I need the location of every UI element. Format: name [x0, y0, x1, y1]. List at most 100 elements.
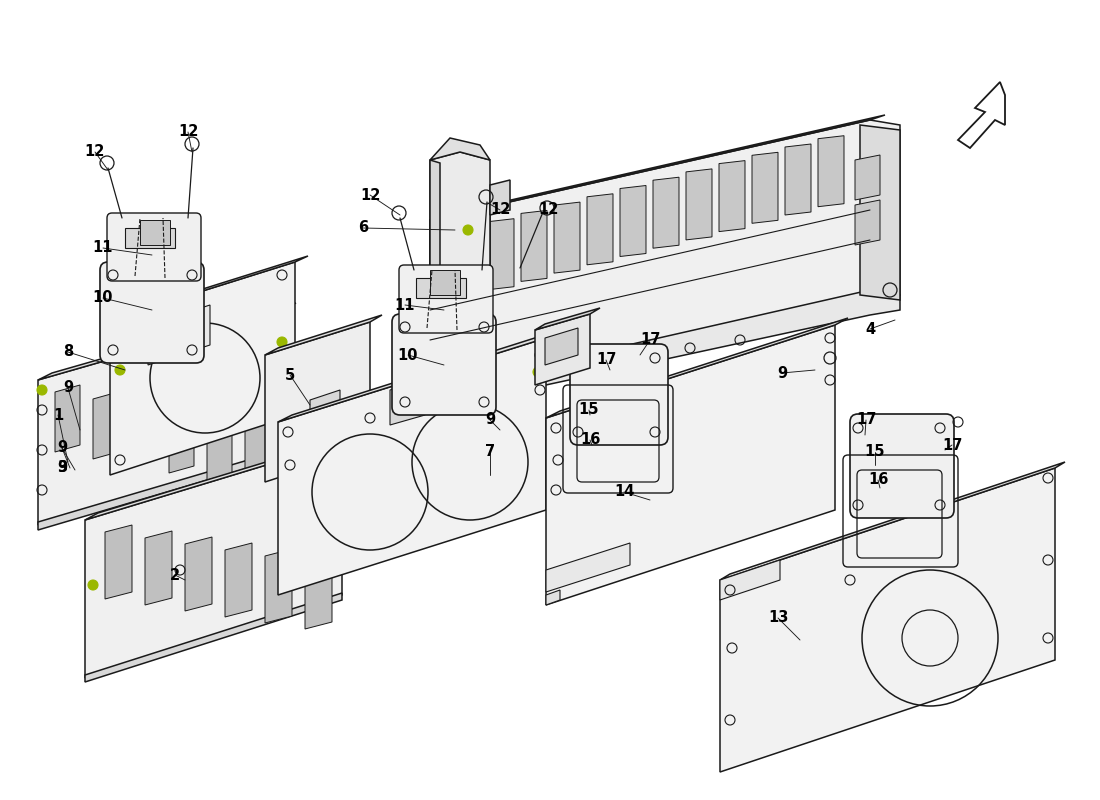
FancyBboxPatch shape [399, 265, 493, 333]
Polygon shape [544, 328, 578, 365]
Text: 10: 10 [92, 290, 113, 306]
Text: 9: 9 [485, 413, 495, 427]
Polygon shape [620, 186, 646, 257]
Text: 4: 4 [865, 322, 876, 337]
Polygon shape [720, 468, 1055, 772]
Polygon shape [265, 315, 382, 355]
Circle shape [88, 580, 98, 590]
Text: 12: 12 [490, 202, 510, 218]
Polygon shape [430, 138, 490, 160]
Text: 17: 17 [640, 333, 660, 347]
Polygon shape [390, 380, 425, 425]
FancyBboxPatch shape [850, 414, 954, 518]
Polygon shape [546, 543, 630, 592]
FancyBboxPatch shape [570, 344, 668, 445]
Polygon shape [455, 227, 481, 298]
Polygon shape [719, 161, 745, 232]
Polygon shape [430, 215, 455, 410]
Text: 14: 14 [614, 485, 635, 499]
Polygon shape [305, 555, 332, 629]
Polygon shape [310, 390, 340, 430]
Text: 12: 12 [178, 125, 198, 139]
FancyBboxPatch shape [392, 314, 496, 415]
Polygon shape [416, 278, 466, 298]
Polygon shape [430, 290, 900, 410]
Text: 15: 15 [579, 402, 600, 418]
Text: 9: 9 [777, 366, 788, 381]
Polygon shape [653, 178, 679, 248]
Text: 9: 9 [63, 381, 73, 395]
Polygon shape [818, 136, 844, 206]
FancyBboxPatch shape [100, 262, 204, 363]
Polygon shape [104, 525, 132, 599]
Polygon shape [720, 462, 1065, 580]
Text: 6: 6 [358, 221, 368, 235]
Polygon shape [39, 310, 282, 525]
Polygon shape [535, 308, 600, 330]
Polygon shape [686, 169, 712, 240]
Text: 16: 16 [868, 473, 888, 487]
Polygon shape [785, 144, 811, 215]
Polygon shape [145, 531, 172, 605]
Polygon shape [855, 200, 880, 245]
Circle shape [116, 365, 125, 375]
Polygon shape [278, 338, 546, 595]
Circle shape [534, 367, 543, 377]
Circle shape [463, 225, 473, 235]
Polygon shape [185, 537, 212, 611]
Circle shape [37, 385, 47, 395]
Text: 11: 11 [92, 241, 113, 255]
Polygon shape [39, 450, 282, 530]
Text: 16: 16 [580, 433, 601, 447]
Text: 17: 17 [596, 353, 616, 367]
Polygon shape [85, 435, 355, 520]
Polygon shape [226, 543, 252, 617]
Polygon shape [488, 218, 514, 290]
Polygon shape [430, 160, 440, 408]
Polygon shape [265, 549, 292, 623]
Polygon shape [39, 303, 296, 380]
Polygon shape [430, 152, 490, 412]
Polygon shape [546, 318, 848, 418]
Polygon shape [430, 120, 900, 400]
Text: 5: 5 [285, 367, 295, 382]
Text: 7: 7 [485, 445, 495, 459]
Circle shape [277, 337, 287, 347]
Polygon shape [125, 228, 175, 248]
Text: 1: 1 [53, 407, 63, 422]
Polygon shape [860, 125, 900, 300]
Text: 12: 12 [360, 187, 381, 202]
Polygon shape [521, 210, 547, 282]
Polygon shape [207, 413, 232, 480]
Polygon shape [535, 314, 590, 385]
Polygon shape [169, 406, 194, 473]
Polygon shape [455, 205, 490, 405]
Polygon shape [490, 180, 510, 215]
Polygon shape [245, 420, 270, 487]
Polygon shape [140, 220, 170, 245]
Polygon shape [720, 560, 780, 600]
Polygon shape [110, 262, 295, 475]
Text: 15: 15 [865, 445, 886, 459]
Polygon shape [546, 325, 835, 605]
FancyBboxPatch shape [107, 213, 201, 281]
Polygon shape [587, 194, 613, 265]
Text: 12: 12 [85, 145, 106, 159]
Polygon shape [554, 202, 580, 273]
Text: 11: 11 [395, 298, 416, 313]
Polygon shape [430, 115, 886, 220]
Text: 13: 13 [768, 610, 789, 626]
Text: 9: 9 [57, 441, 67, 455]
Polygon shape [752, 152, 778, 223]
Text: 17: 17 [856, 413, 877, 427]
Polygon shape [55, 385, 80, 452]
Polygon shape [85, 442, 342, 678]
Text: 12: 12 [538, 202, 558, 218]
Polygon shape [546, 590, 560, 605]
Polygon shape [131, 399, 156, 466]
Polygon shape [148, 305, 210, 365]
Text: 10: 10 [398, 347, 418, 362]
Polygon shape [85, 593, 342, 682]
Text: 8: 8 [63, 345, 73, 359]
Text: 17: 17 [942, 438, 962, 453]
